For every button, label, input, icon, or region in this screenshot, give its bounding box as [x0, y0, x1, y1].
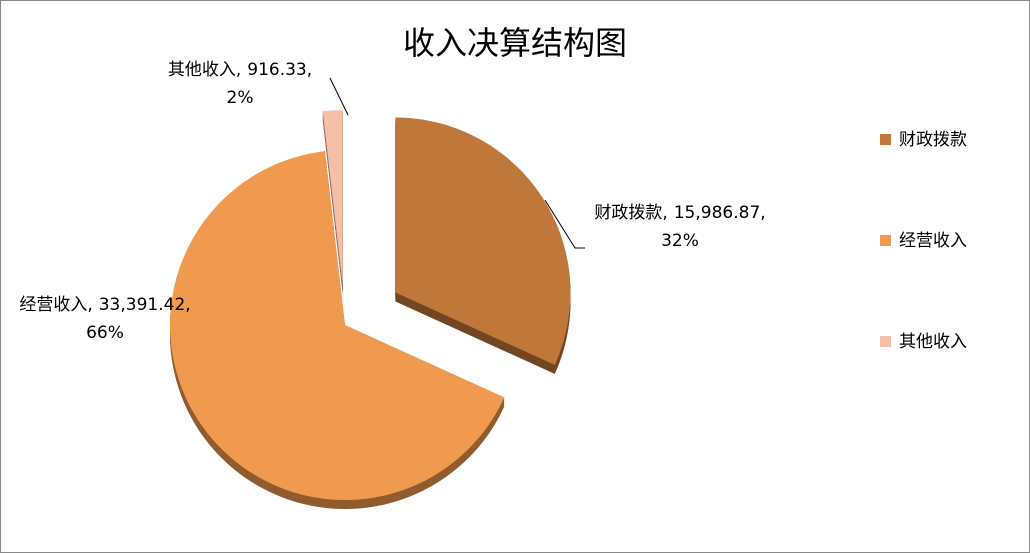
legend-label: 经营收入	[899, 231, 967, 251]
label-value: 33,391.42	[99, 295, 186, 315]
label-value: 916.33	[247, 60, 306, 80]
chart-title: 收入决算结构图	[403, 24, 627, 62]
legend-label: 其他收入	[899, 332, 967, 352]
legend-swatch	[880, 134, 891, 145]
label-category: 其他收入	[168, 60, 236, 80]
slice	[322, 110, 343, 286]
data-label-percent: 66%	[86, 323, 124, 343]
label-category: 财政拨款	[594, 203, 662, 223]
data-label: 财政拨款, 15,986.87,	[594, 203, 765, 223]
leader-line	[329, 77, 349, 116]
label-separator: ,	[307, 60, 312, 80]
label-category: 经营收入	[19, 295, 87, 315]
slice	[170, 151, 505, 501]
label-separator: ,	[87, 295, 92, 315]
leader-line	[544, 199, 585, 249]
slice	[395, 117, 571, 365]
legend-swatch	[880, 336, 891, 347]
label-separator: ,	[236, 60, 241, 80]
data-label: 经营收入, 33,391.42,	[19, 295, 190, 315]
data-label-percent: 32%	[661, 231, 699, 251]
legend-label: 财政拨款	[899, 130, 967, 150]
data-label: 其他收入, 916.33,	[168, 60, 312, 80]
data-label-percent: 2%	[227, 88, 254, 108]
label-separator: ,	[185, 295, 190, 315]
label-separator: ,	[662, 203, 667, 223]
label-separator: ,	[760, 203, 765, 223]
legend-swatch	[880, 235, 891, 246]
label-value: 15,986.87	[674, 203, 761, 223]
